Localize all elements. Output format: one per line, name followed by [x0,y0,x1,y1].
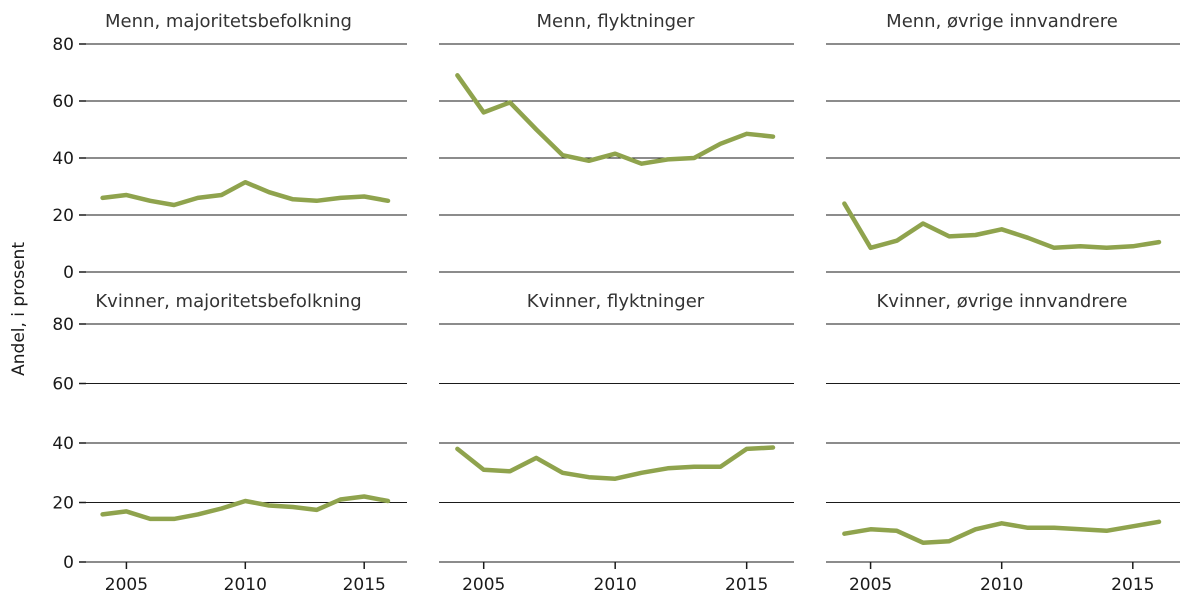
svg-text:2010: 2010 [980,575,1023,595]
svg-text:2010: 2010 [594,575,637,595]
svg-text:2005: 2005 [849,575,892,595]
svg-text:0: 0 [63,553,74,573]
line-chart-menn-majoritetsbefolkning: 0 20 40 60 80 [52,36,407,283]
line-chart-kvinner-majoritetsbefolkning: 0 20 40 60 80 2005 2010 2015 [52,316,407,595]
svg-text:2015: 2015 [1111,575,1154,595]
svg-text:80: 80 [52,316,74,335]
line-chart-menn-flyktninger [439,43,794,273]
svg-text:2005: 2005 [462,575,505,595]
svg-text:40: 40 [52,434,74,454]
svg-text:20: 20 [52,493,74,513]
panel-kvinner-majoritetsbefolkning: Kvinner, majoritetsbefolkning 0 20 40 60 80 2… [38,288,419,609]
svg-text:2010: 2010 [224,575,267,595]
svg-text:20: 20 [52,206,74,226]
svg-text:2015: 2015 [725,575,768,595]
line-chart-menn-ovrige-innvandrere [826,43,1180,273]
panel-title: Kvinner, flyktninger [526,290,705,312]
svg-text:2015: 2015 [343,575,386,595]
y-axis-label-column: Andel, i prosent [0,8,38,609]
panel-menn-flyktninger: Menn, flyktninger [425,8,806,288]
panel-title: Kvinner, majoritetsbefolkning [95,290,362,312]
panel-title: Kvinner, øvrige innvandrere [876,290,1128,312]
panel-kvinner-ovrige-innvandrere: Kvinner, øvrige innvandrere 2005 2010 2015 [812,288,1192,609]
svg-text:40: 40 [52,149,74,169]
svg-text:60: 60 [52,374,74,394]
svg-text:2005: 2005 [105,575,148,595]
y-axis-label: Andel, i prosent [9,241,29,376]
panel-title: Menn, øvrige innvandrere [886,11,1118,32]
line-chart-kvinner-flyktninger: 2005 2010 2015 [439,323,794,595]
svg-text:0: 0 [63,263,74,283]
svg-text:80: 80 [52,36,74,55]
panels-grid: Menn, majoritetsbefolkning 0 20 40 60 80 Men… [38,8,1200,609]
panel-title: Menn, flyktninger [536,11,695,32]
panel-title: Menn, majoritetsbefolkning [105,11,352,32]
panel-menn-ovrige-innvandrere: Menn, øvrige innvandrere [812,8,1192,288]
svg-text:60: 60 [52,92,74,112]
line-chart-kvinner-ovrige-innvandrere: 2005 2010 2015 [826,323,1180,595]
panel-menn-majoritetsbefolkning: Menn, majoritetsbefolkning 0 20 40 60 80 [38,8,419,288]
panel-kvinner-flyktninger: Kvinner, flyktninger 2005 2010 2015 [425,288,806,609]
